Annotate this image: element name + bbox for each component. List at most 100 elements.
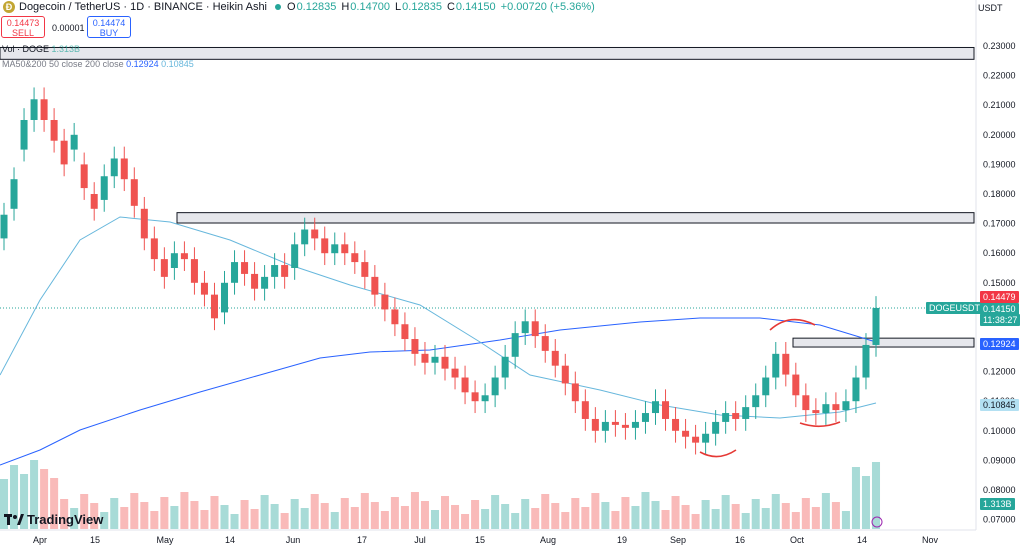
- volume-indicator-label[interactable]: Vol · DOGE 1.313B: [2, 44, 80, 54]
- volume-bar: [601, 502, 610, 529]
- volume-bar: [320, 503, 329, 529]
- volume-bar: [110, 498, 119, 529]
- candle-body: [571, 383, 579, 402]
- candle-body: [682, 430, 690, 437]
- volume-bar: [851, 467, 860, 529]
- volume-bar: [280, 513, 289, 529]
- candle-body: [561, 365, 569, 384]
- sell-button[interactable]: 0.14473 SELL: [1, 16, 45, 38]
- symbol-title[interactable]: Dogecoin / TetherUS · 1D · BINANCE · Hei…: [19, 1, 267, 13]
- volume-bar: [290, 499, 299, 529]
- volume-bar: [671, 496, 680, 529]
- candle-body: [200, 282, 208, 295]
- ma50-value: 0.12924: [126, 59, 159, 69]
- volume-bar: [481, 509, 490, 529]
- sell-price: 0.14473: [6, 18, 40, 28]
- volume-bar: [731, 504, 740, 529]
- volume-bar: [761, 508, 770, 529]
- volume-bar: [210, 496, 219, 529]
- candle-body: [742, 407, 750, 419]
- volume-price-tag: 1.313B: [980, 498, 1015, 510]
- candle-body: [30, 99, 38, 120]
- candle-body: [10, 179, 18, 209]
- volume-bar: [120, 507, 129, 529]
- x-tick-label: 17: [357, 535, 367, 545]
- candle-body: [762, 377, 770, 396]
- candle-body: [692, 436, 700, 443]
- volume-bar: [40, 469, 49, 529]
- candle-body: [391, 309, 399, 325]
- y-tick-label: 0.16000: [983, 248, 1016, 258]
- buy-button[interactable]: 0.14474 BUY: [87, 16, 131, 38]
- last-price-tag: 0.14150: [980, 303, 1019, 315]
- candle-body: [862, 344, 870, 378]
- candle-body: [261, 276, 269, 289]
- candle-body: [641, 413, 649, 422]
- volume-bar: [721, 495, 730, 529]
- volume-bar: [651, 501, 660, 529]
- volume-bar: [350, 507, 359, 529]
- candle-body: [842, 401, 850, 411]
- sell-label: SELL: [11, 28, 35, 38]
- candle-body: [611, 421, 619, 425]
- volume-bar: [711, 509, 720, 529]
- currency-selector[interactable]: USDT: [978, 3, 1003, 13]
- tradingview-logo[interactable]: TradingView: [4, 512, 103, 527]
- candle-body: [321, 238, 329, 254]
- volume-bar: [561, 512, 570, 529]
- x-tick-label: Aug: [540, 535, 556, 545]
- y-tick-label: 0.09000: [983, 455, 1016, 465]
- candle-body: [591, 418, 599, 431]
- candle-body: [150, 238, 158, 260]
- x-tick-label: Oct: [790, 535, 805, 545]
- chart-header: Ð Dogecoin / TetherUS · 1D · BINANCE · H…: [0, 0, 600, 14]
- candle-body: [672, 418, 680, 431]
- ma-fast-line: [0, 216, 877, 419]
- candle-body: [130, 179, 138, 206]
- volume-bar: [190, 501, 199, 529]
- volume-bar: [451, 505, 460, 529]
- volume-bar: [511, 513, 520, 529]
- candle-body: [732, 413, 740, 419]
- candle-body: [20, 120, 28, 150]
- volume-bar: [661, 510, 670, 529]
- ma-indicator-label[interactable]: MA50&200 50 close 200 close 0.12924 0.10…: [2, 59, 194, 69]
- volume-bar: [611, 511, 620, 529]
- volume-bar: [861, 476, 870, 529]
- candle-body: [190, 259, 198, 283]
- candle-body: [581, 401, 589, 419]
- candle-body: [251, 273, 259, 289]
- volume-bar: [160, 497, 169, 529]
- volume-bar: [330, 512, 339, 529]
- candle-body: [301, 229, 309, 245]
- candle-body: [401, 324, 409, 340]
- candle-body: [832, 404, 840, 411]
- candle-body: [431, 356, 439, 363]
- candle-body: [752, 395, 760, 408]
- volume-bar: [300, 508, 309, 529]
- volume-bar: [20, 474, 29, 529]
- y-tick-label: 0.15000: [983, 278, 1016, 288]
- y-tick-label: 0.08000: [983, 485, 1016, 495]
- volume-bar: [390, 497, 399, 529]
- candle-body: [210, 294, 218, 319]
- low-label: L: [395, 1, 402, 13]
- volume-bar: [30, 460, 39, 529]
- open-value: 0.12835: [296, 1, 337, 13]
- volume-bar: [130, 493, 139, 529]
- x-tick-label: 16: [735, 535, 745, 545]
- candle-body: [281, 265, 289, 277]
- candle-body: [231, 262, 239, 283]
- x-tick-label: 15: [475, 535, 485, 545]
- x-tick-label: 15: [90, 535, 100, 545]
- candle-body: [451, 368, 459, 378]
- volume-bar: [270, 504, 279, 529]
- y-tick-label: 0.20000: [983, 130, 1016, 140]
- candle-body: [772, 353, 780, 378]
- volume-bar: [641, 492, 650, 529]
- candle-body: [70, 134, 78, 150]
- candle-body: [291, 244, 299, 268]
- ma-name: MA50&200 50 close 200 close: [2, 59, 124, 69]
- candle-body: [792, 374, 800, 396]
